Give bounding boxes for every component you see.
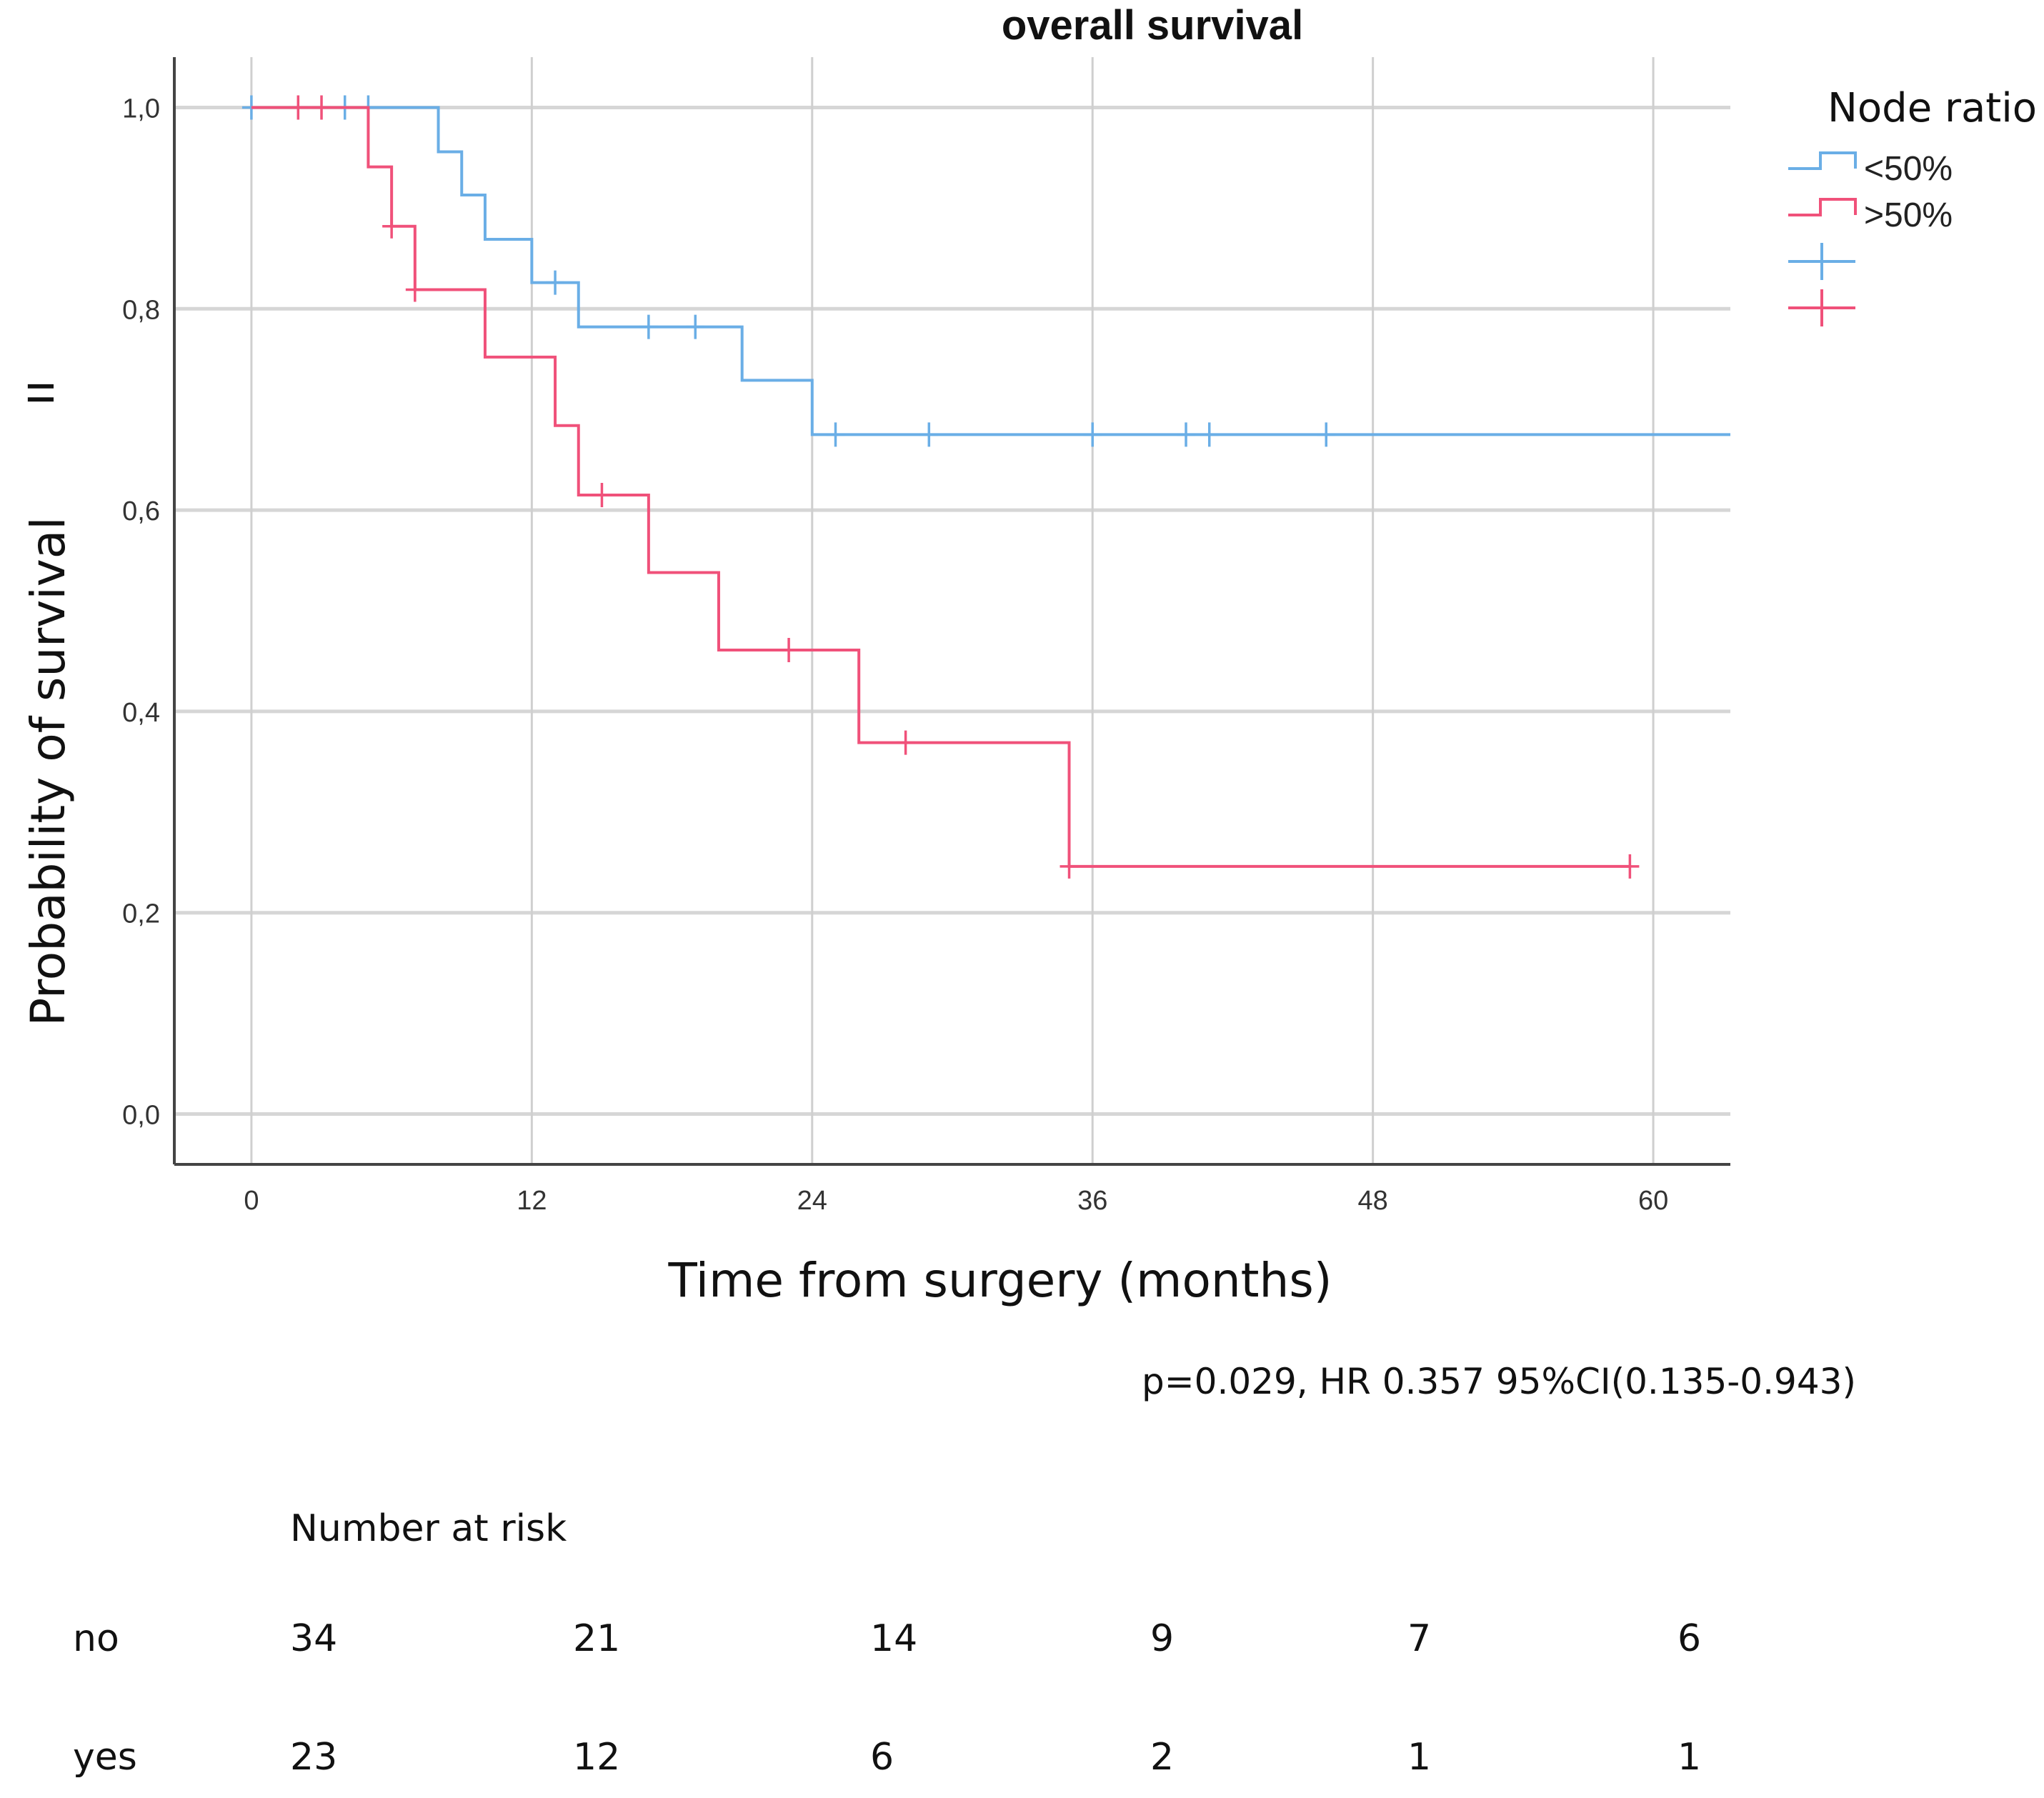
- series-1-censor-mark-8: [1620, 854, 1640, 879]
- series-0-censor-mark-6: [826, 422, 845, 447]
- survival-curves: [241, 95, 1730, 879]
- legend-line-1: [1788, 198, 1857, 216]
- series-0-censor-mark-11: [1317, 422, 1336, 447]
- series-0-censor-mark-7: [919, 422, 939, 447]
- risk-table-title: Number at risk: [290, 1507, 567, 1550]
- y-tick-label-3: 0,6: [122, 496, 160, 526]
- legend: Node ratio <50% >50%: [1788, 85, 2037, 326]
- y-tick-label-5: 1,0: [122, 94, 160, 124]
- risk-cell-no-5: 6: [1677, 1617, 1702, 1660]
- series-1-censor-mark-3: [405, 277, 424, 302]
- tick-labels: 0,0 0,2 0,4 0,6 0,8 1,0 0 12 24 36 48 60: [122, 94, 1668, 1216]
- legend-censor-marker-2: [1788, 243, 1855, 280]
- risk-cell-yes-1: 12: [573, 1736, 621, 1779]
- risk-cell-no-3: 9: [1150, 1617, 1175, 1660]
- y-tick-label-1: 0,2: [122, 899, 160, 929]
- series-1-censor-mark-2: [382, 214, 402, 239]
- y-tick-label-4: 0,8: [122, 295, 160, 325]
- y-tick-label-0: 0,0: [122, 1101, 160, 1131]
- series-0-censor-mark-5: [686, 314, 705, 339]
- series-1-censor-mark-1: [312, 95, 331, 120]
- grid-lines: [174, 57, 1730, 1164]
- risk-cell-yes-2: 6: [870, 1736, 894, 1779]
- series-0-line: [251, 106, 1730, 436]
- x-tick-label-5: 60: [1638, 1186, 1668, 1216]
- x-tick-label-0: 0: [244, 1186, 259, 1216]
- x-axis-label: Time from surgery (months): [667, 1253, 1332, 1308]
- series-0-censor-mark-4: [639, 314, 658, 339]
- series-0-censor-mark-8: [1083, 422, 1102, 447]
- series-1-censor-mark-6: [896, 730, 915, 755]
- series-1-censor-mark-0: [289, 95, 308, 120]
- risk-cell-yes-5: 1: [1677, 1736, 1702, 1779]
- y-tick-label-2: 0,4: [122, 698, 160, 728]
- series-1-censor-mark-4: [592, 482, 612, 507]
- legend-line-0: [1788, 151, 1857, 170]
- risk-cell-yes-0: 23: [290, 1736, 338, 1779]
- risk-cell-no-4: 7: [1407, 1617, 1432, 1660]
- series-1-censor-mark-7: [1060, 854, 1079, 879]
- legend-label-1: >50%: [1864, 196, 1953, 234]
- axes: [173, 57, 1730, 1166]
- x-tick-label-4: 48: [1358, 1186, 1388, 1216]
- risk-cell-no-2: 14: [870, 1617, 918, 1660]
- legend-title: Node ratio: [1828, 85, 2037, 131]
- risk-cell-yes-3: 2: [1150, 1736, 1175, 1779]
- risk-cell-yes-4: 1: [1407, 1736, 1432, 1779]
- risk-cell-no-0: 34: [290, 1617, 338, 1660]
- x-tick-label-1: 12: [517, 1186, 547, 1216]
- stats-annotation: p=0.029, HR 0.357 95%CI(0.135-0.943): [1142, 1361, 1856, 1402]
- series-0-censor-mark-10: [1200, 422, 1219, 447]
- y-axis-extra-glyph: ıı: [10, 380, 65, 406]
- series-1-censor-mark-5: [779, 637, 799, 662]
- series-1-line: [251, 106, 1630, 868]
- legend-label-0: <50%: [1864, 150, 1953, 188]
- series-0-censor-mark-9: [1177, 422, 1196, 447]
- risk-cell-no-1: 21: [573, 1617, 621, 1660]
- legend-censor-marker-3: [1788, 289, 1855, 326]
- series-0-censor-mark-3: [546, 270, 565, 295]
- risk-row-label-no: no: [73, 1617, 119, 1660]
- x-tick-label-2: 24: [797, 1186, 827, 1216]
- risk-row-label-yes: yes: [73, 1736, 137, 1779]
- y-axis-label: Probability of survival: [21, 516, 76, 1026]
- x-tick-label-3: 36: [1077, 1186, 1107, 1216]
- chart-title: overall survival: [1002, 2, 1303, 49]
